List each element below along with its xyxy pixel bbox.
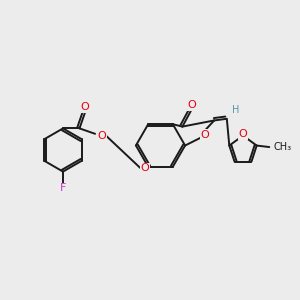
Text: O: O xyxy=(200,130,209,140)
Text: H: H xyxy=(232,105,239,115)
Text: O: O xyxy=(238,129,247,139)
Text: O: O xyxy=(187,100,196,110)
Text: O: O xyxy=(80,102,89,112)
Text: O: O xyxy=(97,131,106,141)
Text: CH₃: CH₃ xyxy=(274,142,292,152)
Text: F: F xyxy=(60,183,66,193)
Text: O: O xyxy=(140,163,149,173)
